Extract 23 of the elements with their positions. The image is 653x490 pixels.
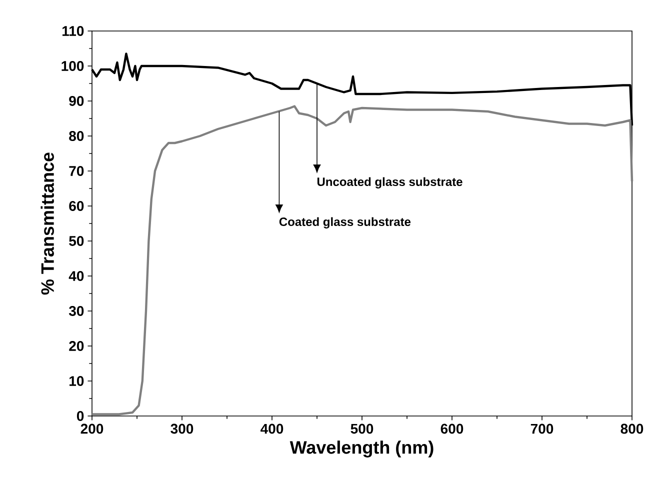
y-tick-label: 90 xyxy=(69,96,84,106)
x-tick-label: 700 xyxy=(530,424,554,434)
y-tick-label: 100 xyxy=(62,61,84,71)
y-tick-label: 110 xyxy=(62,26,84,36)
x-tick-label: 300 xyxy=(170,424,194,434)
y-tick-label: 80 xyxy=(69,131,84,141)
y-tick-label: 20 xyxy=(69,341,84,351)
y-tick-label: 10 xyxy=(70,376,84,386)
x-axis-title: Wavelength (nm) xyxy=(290,440,434,458)
y-tick-label: 70 xyxy=(69,166,84,176)
x-tick-label: 200 xyxy=(80,424,104,434)
y-tick-label: 60 xyxy=(69,201,84,211)
x-tick-label: 400 xyxy=(260,424,284,434)
annotation: Coated glass substrate xyxy=(279,217,411,228)
x-tick-label: 600 xyxy=(440,424,464,434)
x-tick-label: 800 xyxy=(620,424,644,434)
annotation: Uncoated glass substrate xyxy=(317,177,462,188)
y-tick-label: 50 xyxy=(69,236,84,246)
y-axis-title: % Transmittance xyxy=(40,152,54,295)
y-tick-label: 0 xyxy=(76,411,84,421)
y-tick-label: 40 xyxy=(68,271,84,281)
y-tick-label: 30 xyxy=(68,306,84,316)
x-tick-label: 500 xyxy=(350,424,374,434)
